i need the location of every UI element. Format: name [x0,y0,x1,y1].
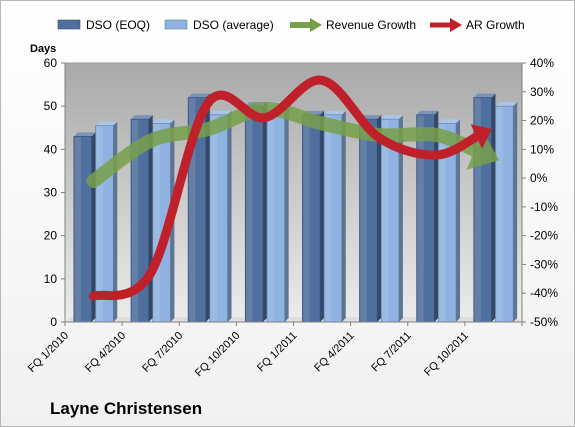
left-tick-label: 0 [50,315,57,329]
legend-swatch [57,19,81,30]
left-tick-label: 40 [44,142,58,156]
line-ar-growth-path [89,75,484,301]
x-tick-label: FQ 10/2011 [422,330,471,379]
bar-dso-average [380,115,403,323]
legend-label: DSO (average) [193,18,274,32]
bar-highlight [153,124,160,322]
bar-side [227,110,232,322]
legend-item: DSO (average) [164,18,274,32]
legend-item: Revenue Growth [290,18,416,32]
bar-side [398,115,403,322]
bar-highlight [267,107,275,323]
x-tick-label: FQ 4/2010 [83,330,128,375]
bar-dso-average [209,110,232,323]
legend-item: AR Growth [430,18,525,32]
bar-top [381,115,403,120]
bar-top [438,119,461,124]
line-revenue-growth-arrowhead [466,130,500,170]
bar-top [188,93,210,98]
legend-label: DSO (EOQ) [86,18,150,32]
bar-top [473,93,496,98]
line-ar-growth [89,75,492,301]
right-tick-label: -10% [530,200,558,214]
legend-label: Revenue Growth [326,18,416,32]
right-tick-label: 0% [530,171,548,185]
bar-dso-average [266,102,289,323]
legend-arrow [310,18,322,32]
right-tick-label: -20% [530,229,558,243]
bar-highlight [74,137,82,322]
bar-highlight [189,98,196,323]
bar-side [377,115,382,322]
right-tick-label: -40% [530,286,558,300]
right-tick-label: 40% [530,56,554,70]
bar-dso-average [152,119,175,323]
right-tick-label: 30% [530,85,554,99]
bar-side [205,93,210,323]
bar-side [262,102,267,323]
bar-highlight [360,120,367,322]
left-tick-label: 50 [44,99,58,113]
bar-highlight [246,107,253,323]
bar-dso-average [438,119,461,323]
bar-side [434,110,439,322]
bar-side [284,102,289,323]
x-tick-label: FQ 1/2011 [255,330,300,375]
legend-item: DSO (EOQ) [57,18,150,32]
x-tick-label: FQ 4/2011 [312,330,357,375]
bar-top [495,102,518,107]
bar-side [341,110,346,322]
bar-top [324,110,346,115]
y-axis-title: Days [30,43,56,55]
left-tick-label: 30 [44,186,58,200]
right-tick-label: 20% [530,114,554,128]
bar-highlight [303,115,310,322]
x-tick-label: FQ 1/2010 [26,330,71,375]
bar-dso-average [495,102,518,323]
left-tick-label: 20 [44,229,58,243]
bar-top [130,115,153,120]
bar-side [456,119,461,322]
line-ar-growth-arrowhead [470,124,492,149]
bar-top [95,121,118,126]
bar-top [152,119,175,124]
bar-side [320,110,325,322]
bar-highlight [131,120,139,322]
company-name: Layne Christensen [50,399,203,418]
bar-dso-eoq [244,102,267,323]
bar-side [491,93,496,323]
bar-highlight [96,126,103,322]
bar-top [73,132,96,137]
bar-highlight [325,115,332,322]
bar-side [513,102,518,323]
legend-arrow [450,18,462,32]
right-tick-label: -50% [530,315,558,329]
bar-highlight [417,115,424,322]
right-tick-label: 10% [530,142,554,156]
line-revenue-growth [86,102,500,188]
bar-dso-average [323,110,346,323]
bar-highlight [496,107,503,323]
legend-label: AR Growth [466,18,525,32]
bar-dso-eoq [416,110,439,323]
x-tick-label: FQ 7/2010 [140,330,185,375]
bar-dso-eoq [359,115,382,323]
x-tick-label: FQ 10/2010 [193,330,243,380]
left-tick-label: 10 [44,272,58,286]
x-tick-label: FQ 7/2011 [369,330,414,375]
left-tick-label: 60 [44,56,58,70]
right-tick-label: -30% [530,257,558,271]
bar-highlight [210,115,218,322]
bar-highlight [474,98,481,323]
line-revenue-growth-path [86,102,487,188]
bar-highlight [439,124,446,322]
plot-floor [65,317,522,322]
bar-highlight [382,120,389,322]
legend-swatch [164,19,188,30]
bar-dso-eoq [302,110,325,323]
bar-top [416,110,439,115]
bar-top [209,110,232,115]
